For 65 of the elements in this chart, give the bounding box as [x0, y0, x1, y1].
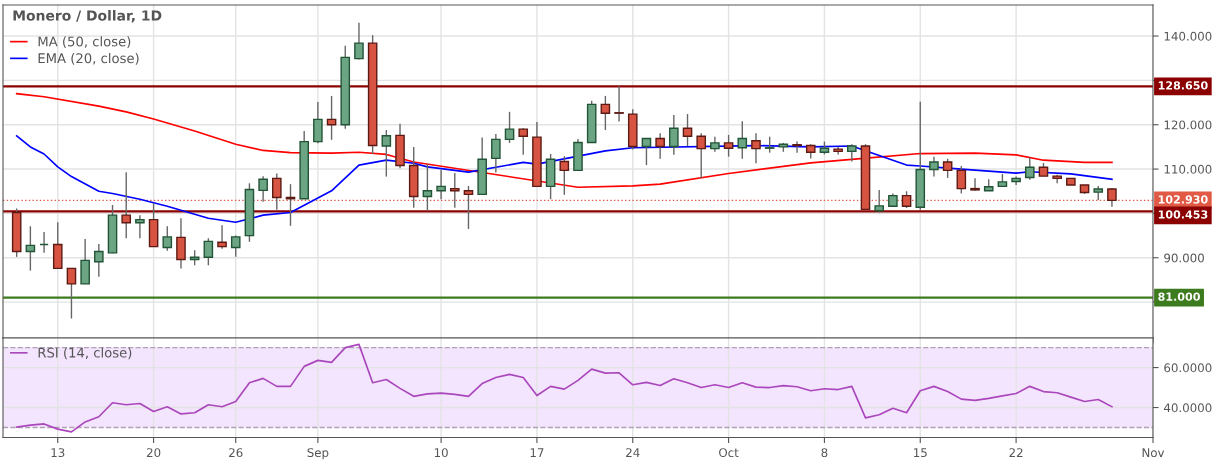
x-tick-label: 22 — [1009, 448, 1023, 457]
x-tick-label: 20 — [146, 448, 161, 458]
candlestick — [176, 217, 186, 270]
candlestick — [66, 267, 77, 320]
candlestick — [354, 22, 364, 61]
line-series — [15, 92, 1113, 189]
candlestick — [970, 177, 980, 192]
y-tick-label: 110.000 — [1164, 164, 1212, 174]
candlestick — [422, 163, 433, 212]
x-tick-label: 17 — [530, 448, 544, 457]
candlestick — [696, 132, 707, 179]
candlestick — [847, 143, 857, 163]
x-tick-label: 13 — [51, 448, 65, 458]
candlestick — [1024, 156, 1035, 181]
candlestick — [203, 237, 214, 266]
candlestick — [135, 214, 145, 239]
candlestick — [614, 85, 624, 123]
y-tick-label: 120.000 — [1164, 120, 1212, 130]
x-tick-label: Nov — [1142, 448, 1165, 458]
candlestick — [655, 132, 665, 160]
candlestick — [669, 114, 679, 156]
candlestick — [504, 111, 515, 144]
candlestick — [942, 158, 953, 179]
y-tick-label: 90.000 — [1164, 253, 1204, 263]
candlestick — [491, 133, 501, 174]
candlestick — [162, 225, 173, 252]
line-series — [15, 134, 1113, 224]
candlestick — [94, 243, 104, 278]
x-tick-label: 10 — [434, 448, 448, 458]
candlestick — [518, 127, 529, 156]
x-tick-label: 24 — [626, 448, 640, 457]
y-tick-label: 60.0000 — [1164, 363, 1212, 373]
ref-line-label: 100.453 — [1158, 210, 1208, 219]
candlestick — [559, 155, 570, 196]
candlestick — [258, 175, 268, 203]
candlestick — [641, 137, 652, 166]
candlestick — [52, 221, 63, 270]
ref-line-label: 102.930 — [1158, 195, 1208, 204]
y-tick-label: 140.000 — [1164, 31, 1212, 41]
x-tick-label: 8 — [821, 448, 828, 458]
candlestick — [80, 238, 90, 285]
candlestick — [874, 189, 884, 214]
y-tick-label: 40.0000 — [1163, 403, 1212, 413]
candlestick — [751, 132, 761, 164]
candlestick — [217, 224, 227, 250]
chart-title: Monero / Dollar, 1D — [13, 10, 162, 23]
candlestick — [682, 113, 693, 147]
candlestick — [723, 134, 734, 158]
candlestick — [600, 95, 611, 131]
legend-label: MA (50, close) — [38, 36, 131, 48]
x-tick-label: Sep — [307, 448, 329, 460]
legend-label: EMA (20, close) — [38, 52, 139, 65]
ref-line-label: 128.650 — [1158, 81, 1208, 90]
ref-line-label: 81.000 — [1158, 292, 1200, 301]
candlestick — [313, 101, 323, 145]
candlestick — [436, 169, 446, 200]
x-tick-label: 15 — [914, 448, 927, 458]
x-tick-label: Oct — [719, 448, 739, 458]
candlestick — [929, 155, 939, 178]
legend-label: RSI (14, close) — [38, 347, 132, 360]
x-tick-label: 26 — [229, 448, 243, 458]
candlestick — [381, 129, 392, 178]
candlestick — [956, 165, 967, 195]
candlestick — [737, 120, 748, 160]
candlestick — [792, 140, 802, 154]
